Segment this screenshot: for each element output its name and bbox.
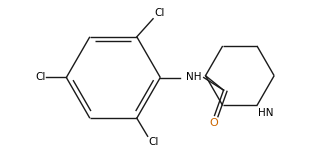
Text: NH: NH — [186, 73, 201, 82]
Text: Cl: Cl — [35, 73, 46, 82]
Text: Cl: Cl — [154, 8, 164, 18]
Text: O: O — [209, 118, 218, 128]
Text: HN: HN — [258, 108, 273, 118]
Text: Cl: Cl — [149, 137, 159, 147]
